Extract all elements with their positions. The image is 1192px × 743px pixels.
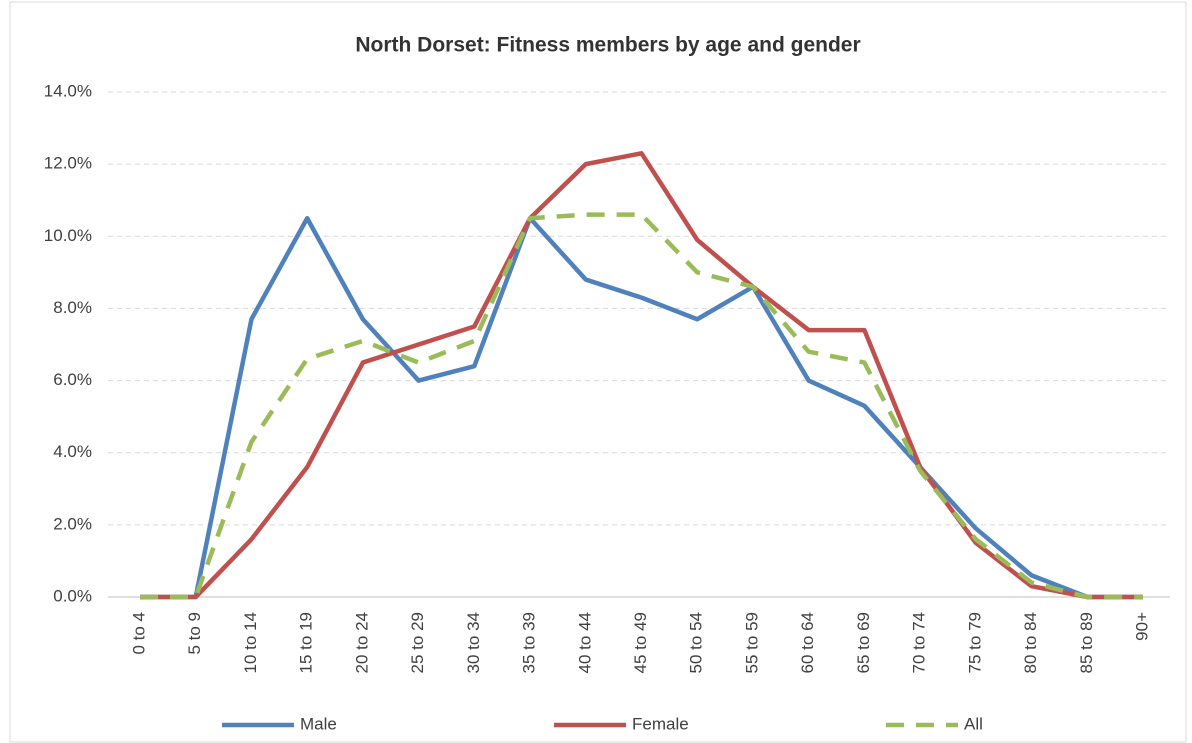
series-line [140, 216, 1143, 600]
chart-frame [9, 1, 1187, 743]
y-tick-label: 10.0% [44, 226, 92, 245]
x-tick-label: 25 to 29 [408, 612, 427, 673]
x-tick-label: 50 to 54 [687, 612, 706, 673]
x-tick-label: 60 to 64 [798, 612, 817, 673]
chart-title: North Dorset: Fitness members by age and… [355, 34, 860, 57]
y-tick-label: 2.0% [53, 514, 92, 533]
x-tick-label: 20 to 24 [352, 612, 371, 673]
y-tick-label: 4.0% [53, 442, 92, 461]
x-tick-label: 80 to 84 [1021, 612, 1040, 673]
x-tick-label: 10 to 14 [241, 612, 260, 673]
y-tick-label: 8.0% [53, 298, 92, 317]
x-tick-label: 5 to 9 [185, 612, 204, 655]
x-tick-label: 30 to 34 [464, 612, 483, 673]
x-tick-label: 65 to 69 [854, 612, 873, 673]
y-tick-label: 6.0% [53, 370, 92, 389]
x-tick-label: 75 to 79 [965, 612, 984, 673]
series-line [140, 212, 1143, 600]
x-tick-label: 40 to 44 [575, 612, 594, 673]
x-tick-label: 35 to 39 [520, 612, 539, 673]
y-tick-label: 14.0% [44, 81, 92, 100]
x-tick-label: 90+ [1132, 612, 1151, 641]
x-tick-label: 55 to 59 [742, 612, 761, 673]
x-tick-label: 45 to 49 [631, 612, 650, 673]
x-tick-label: 15 to 19 [297, 612, 316, 673]
x-tick-label: 85 to 89 [1077, 612, 1096, 673]
x-tick-label: 0 to 4 [129, 612, 148, 655]
series-line [140, 151, 1143, 600]
y-tick-label: 12.0% [44, 154, 92, 173]
legend-label: All [964, 714, 983, 733]
legend-label: Male [300, 714, 337, 733]
legend-label: Female [632, 714, 689, 733]
y-tick-label: 0.0% [53, 586, 92, 605]
x-tick-label: 70 to 74 [910, 612, 929, 673]
